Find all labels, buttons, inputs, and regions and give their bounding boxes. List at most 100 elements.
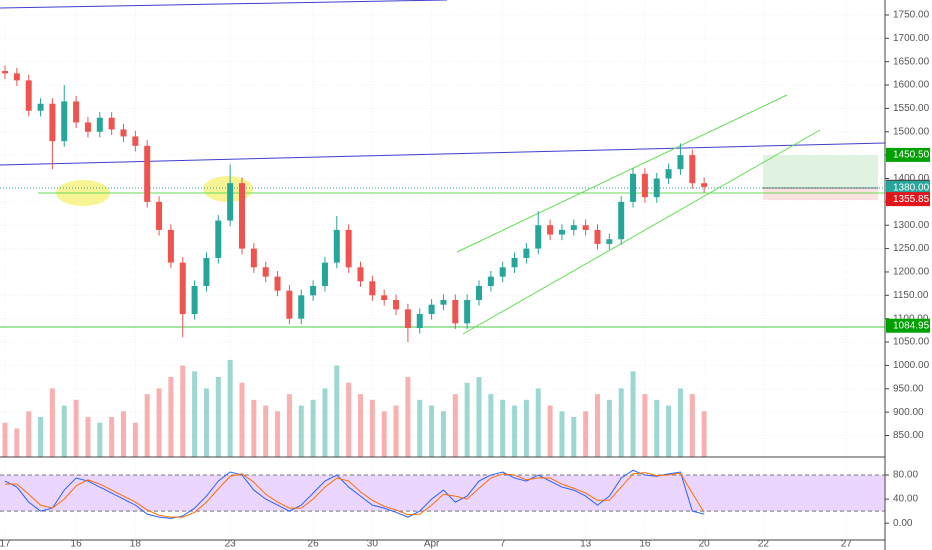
price-label-box [886,318,930,333]
candle-body [393,299,400,310]
volume-bar [192,371,198,457]
stoch-band [0,475,885,512]
candle-body [381,295,388,300]
candle-body [558,229,565,235]
channel-line [462,129,821,335]
stoch-tick-label: 40.00 [893,494,918,505]
y-tick-label: 1000.00 [893,360,930,371]
price-label: 1084.95 [893,320,930,331]
candle-body [499,267,506,277]
stoch-line [5,472,705,518]
volume-bar [227,359,233,457]
candle-body [203,257,210,286]
volume-bar [180,365,186,457]
y-tick-label: 950.00 [893,383,924,394]
volume-bar [239,382,245,457]
volume-bar [203,388,209,457]
candle-body [476,285,482,300]
volume-bar [121,411,126,457]
candle-body [144,145,151,202]
y-tick-label: 1400.00 [893,173,930,184]
volume-bar [595,394,600,457]
trend-line [0,0,448,9]
candle-body [250,248,257,268]
candle-body [452,299,459,324]
volume-bar [38,417,44,457]
candle-body [404,309,411,329]
candle-body [25,80,32,111]
candle-body [13,73,20,81]
volume-bar [429,405,435,457]
volume-bar [630,371,636,457]
volume-bar [618,388,624,457]
candle-body [701,183,708,187]
volume-bar [109,417,115,457]
y-tick-label: 1250.00 [893,243,930,254]
candle-body [227,183,234,221]
volume-bar [2,422,8,457]
y-tick-label: 900.00 [893,407,924,418]
y-tick-label: 1650.00 [893,56,930,67]
volume-bar [310,399,316,457]
x-tick-label: 27 [841,539,853,550]
volume-bar [144,394,150,457]
candle-body [310,285,317,296]
x-tick-label: 20 [699,539,711,550]
volume-bar [73,399,79,457]
candle-body [630,173,637,202]
candle-body [689,155,696,184]
volume-bar [132,422,138,457]
volume-bar [405,377,411,457]
candle-body [369,281,376,296]
volume-bar [286,394,292,457]
volume-bar [571,417,577,457]
x-tick-label: 30 [367,539,379,550]
channel-line [456,94,788,253]
candle-body [61,101,68,142]
volume-bar [26,411,32,457]
candle-body [511,257,518,268]
volume-bar [215,377,221,457]
candle-body [286,290,293,319]
candle-body [120,129,127,137]
candle-body [321,262,328,286]
volume-bar [346,382,352,457]
x-tick-label: 22 [758,539,770,550]
volume-bar [358,394,363,457]
volume-bar [464,382,470,457]
price-label: 1380.00 [893,182,930,193]
candle-body [274,276,281,291]
x-tick-label: 23 [225,539,237,550]
candle-body [239,183,245,249]
candle-body [440,299,447,305]
candle-body [49,103,56,142]
volume-bar [452,394,458,457]
stoch-tick-label: 0.00 [893,518,913,529]
candle-body [215,220,222,258]
candle-body [2,71,8,74]
candle-body [73,101,80,123]
volume-bar [654,399,660,457]
target-zone [763,155,878,188]
candle-body [262,267,269,277]
y-tick-label: 1150.00 [893,290,929,301]
y-tick-label: 1200.00 [893,267,930,278]
candle-body [416,314,423,329]
candle-body [108,117,115,130]
volume-bar [677,388,683,457]
volume-bar [512,405,518,457]
candle-body [191,285,198,315]
candle-body [298,295,305,319]
volume-bar [85,417,91,457]
candle-body [132,136,139,146]
price-label-box [886,192,930,207]
candle-body [665,169,672,179]
x-tick-label: 16 [71,539,83,550]
x-tick-label: Apr [424,539,440,550]
volume-bar [168,377,174,457]
volume-bar [606,399,612,457]
candle-body [641,173,648,198]
